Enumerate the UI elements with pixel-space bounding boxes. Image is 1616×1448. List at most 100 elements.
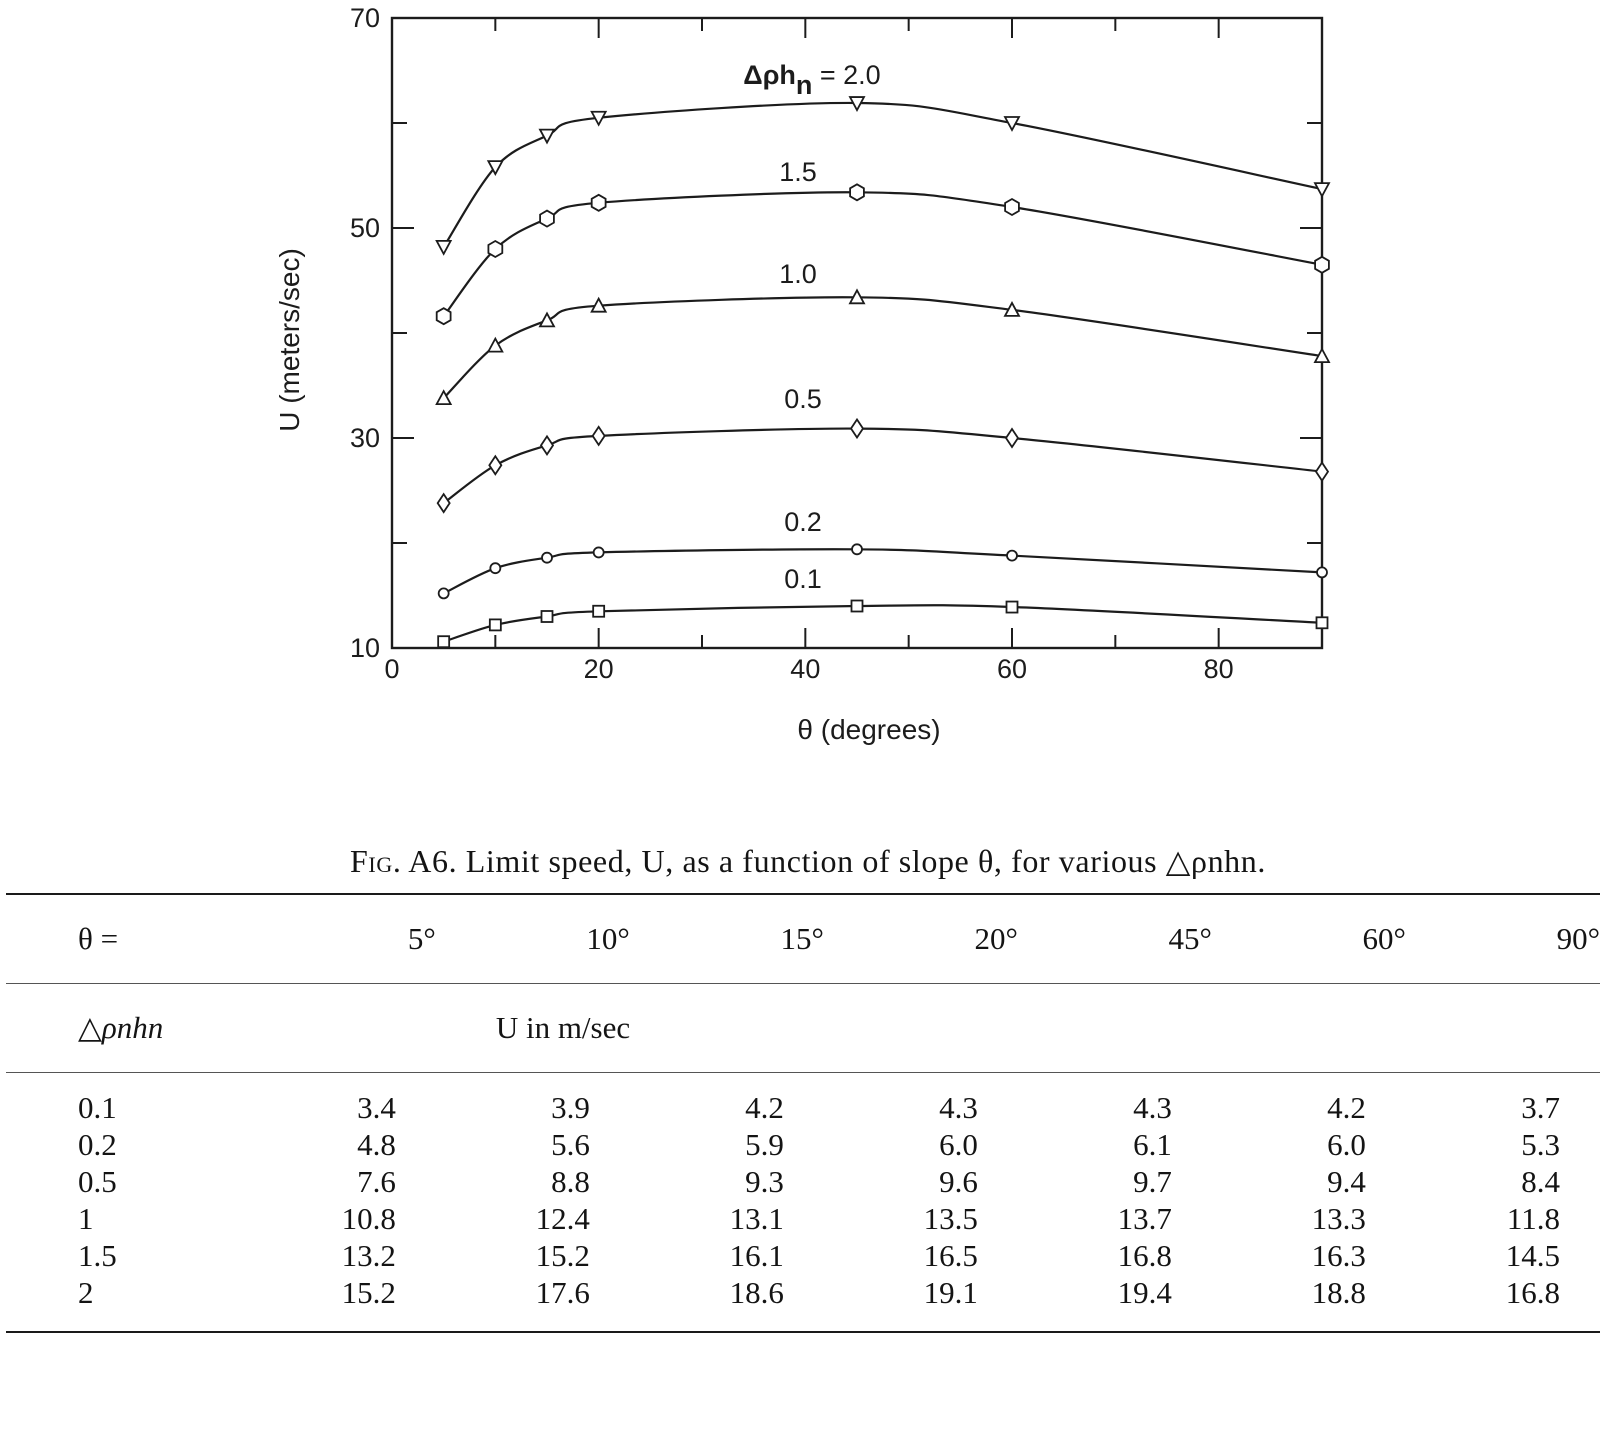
x-tick-label: 20 [584,654,614,684]
table-cell: 13.3 [1311,1201,1366,1236]
row-label: 2 [6,1274,242,1333]
y-tick-label: 30 [350,423,380,453]
data-point-marker [539,209,555,228]
data-point-marker [435,240,453,256]
table-cell: 6.0 [939,1127,978,1162]
data-point-marker [1314,255,1330,274]
table-cell: 15.2 [535,1238,590,1273]
table-cell: 16.8 [1117,1238,1172,1273]
data-point-marker [486,160,504,176]
y-tick-label: 70 [350,3,380,33]
data-point-marker [592,604,606,618]
series-line [442,191,1323,317]
table-row: 0.1 3.4 3.9 4.2 4.3 4.3 4.2 3.7 [6,1089,1600,1126]
data-point-marker [851,543,863,556]
table-cell: 18.6 [629,1274,824,1333]
table-cell: 9.6 [939,1164,978,1199]
data-point-marker [1005,600,1019,614]
table-cell: 13.2 [341,1238,396,1273]
table-cell: 6.0 [1327,1127,1366,1162]
data-point-marker [592,546,605,559]
series-label: 1.5 [779,157,817,187]
table-cell: 13.7 [1117,1201,1172,1236]
table-row: 1.5 13.2 15.2 16.1 16.5 16.8 16.3 14.5 [6,1237,1600,1274]
table-cell: 4.3 [1133,1090,1172,1125]
table-row: 0.2 4.8 5.6 5.9 6.0 6.1 6.0 5.3 [6,1126,1600,1163]
x-tick-label: 40 [790,654,820,684]
data-point-marker [538,128,556,145]
table-cell: 13.5 [923,1201,978,1236]
data-point-marker [1004,427,1020,449]
figure-caption: Fig. A6. Limit speed, U, as a function o… [0,842,1616,880]
table-cell: 16.3 [1311,1238,1366,1273]
row-label: 0.5 [78,1164,117,1199]
series-label: 0.2 [784,507,822,537]
series-label: 1.0 [779,259,817,289]
series-label: Δρhn = 2.0 [743,60,880,100]
table-cell: 9.7 [1133,1164,1172,1199]
table-cell: 19.4 [1017,1274,1212,1333]
column-header: 45° [1017,893,1212,984]
data-point-marker [850,599,864,613]
y-tick-label: 50 [350,213,380,243]
table-cell: 6.1 [1133,1127,1172,1162]
table-cell: 12.4 [535,1201,590,1236]
x-axis-label: θ (degrees) [797,714,940,745]
column-header: 15° [629,893,824,984]
table-cell: 16.5 [923,1238,978,1273]
data-point-marker [487,239,504,259]
table-cell: 9.4 [1327,1164,1366,1199]
series-label: 0.1 [784,564,822,594]
data-point-marker [1003,301,1021,317]
table-cell: 3.7 [1521,1090,1560,1125]
column-header: 90° [1405,893,1600,984]
data-point-marker [848,288,866,305]
data-point-marker [436,492,451,514]
limit-speed-table: θ = 5° 10° 15° 20° 45° 60° 90° △ρnhn U in m/sec 0.… [6,893,1600,1333]
table-cell: 18.8 [1211,1274,1406,1333]
table-cell: 3.9 [551,1090,590,1125]
data-point-marker [538,311,556,328]
figure-caption-text: Limit speed, U, as a function of slope θ… [457,843,1266,879]
table-cell: 11.8 [1506,1201,1560,1236]
data-point-marker [435,307,452,326]
table-cell: 19.1 [823,1274,1018,1333]
data-point-marker [435,389,453,405]
table-row: 2 15.2 17.6 18.6 19.1 19.4 18.8 16.8 [6,1274,1600,1333]
column-header: 5° [241,893,436,984]
data-point-marker [848,96,866,112]
data-point-marker [1315,616,1329,630]
data-point-marker [1006,549,1018,562]
x-tick-label: 0 [384,654,399,684]
x-tick-label: 60 [997,654,1027,684]
table-cell: 13.1 [729,1201,784,1236]
data-point-marker [1316,566,1328,579]
table-cell: 7.6 [357,1164,396,1199]
table-cell: 4.2 [745,1090,784,1125]
table-cell: 8.8 [551,1164,590,1199]
table-body: θ = 5° 10° 15° 20° 45° 60° 90° △ρnhn U in m/sec 0.… [6,893,1600,1333]
series-line [442,296,1323,399]
table-cell: 4.8 [357,1127,396,1162]
data-point-marker [437,587,450,600]
limit-speed-chart: 0 20 40 60 80 10 30 50 70 θ (degrees) U (meters/se… [274,3,1331,745]
table-cell: 3.4 [357,1090,396,1125]
table-cell: 17.6 [435,1274,630,1333]
data-point-marker [488,618,502,632]
row-label: 0.1 [78,1090,117,1125]
series-line [443,604,1323,643]
table-subheader-row: △ρnhn U in m/sec [6,983,1600,1073]
column-header: 10° [435,893,630,984]
column-header: 20° [823,893,1018,984]
theta-header-label: θ = [6,893,242,984]
data-point-marker [1313,347,1331,363]
data-point-marker [541,551,553,564]
table-cell: 8.4 [1521,1164,1560,1199]
table-cell: 5.6 [551,1127,590,1162]
table-cell: 5.9 [745,1127,784,1162]
table-cell: 9.3 [745,1164,784,1199]
data-point-marker [591,425,606,447]
table-cell: 4.3 [939,1090,978,1125]
series-line [443,427,1323,504]
table-cell: 10.8 [341,1201,396,1236]
